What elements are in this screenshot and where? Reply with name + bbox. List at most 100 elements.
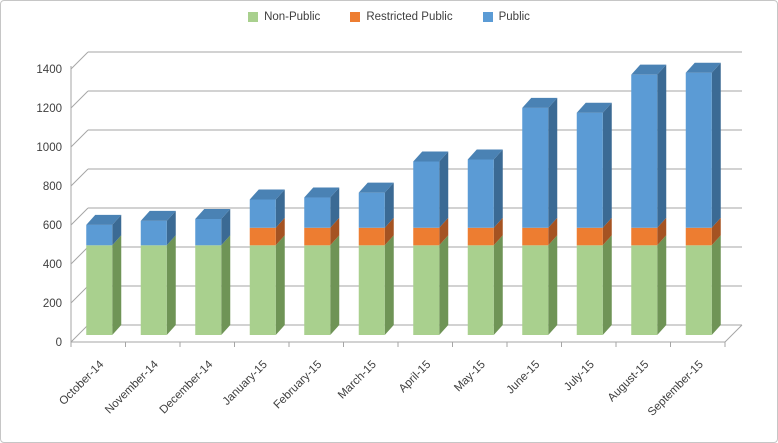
bar-segment-side: [548, 97, 558, 228]
bar-segment-side: [221, 235, 231, 335]
y-axis-tick-label: 600: [43, 220, 62, 232]
legend-swatch-icon: [248, 12, 259, 22]
bar-segment-side: [602, 217, 612, 246]
bar-segment-side: [439, 235, 449, 335]
bar-segment-side: [711, 235, 721, 335]
legend-item-0: Non-Public: [248, 11, 320, 23]
x-axis-category-label: August-15: [606, 359, 652, 405]
bar-segment-side: [493, 217, 503, 246]
bar-segment: [86, 245, 113, 335]
gridline-connector: [70, 51, 89, 70]
gridline-connector: [70, 168, 89, 187]
bar-segment: [358, 192, 385, 228]
bar-segment-side: [275, 217, 285, 246]
bar-top-face: [467, 149, 503, 160]
x-axis-category-label: June-15: [504, 359, 542, 397]
x-axis-category-label: September-15: [646, 359, 706, 419]
legend-swatch-icon: [350, 12, 361, 22]
bar-segment-side: [657, 64, 667, 228]
bar-segment-side: [439, 217, 449, 246]
bar-segment: [304, 227, 331, 246]
x-axis-category-label: December-14: [158, 358, 216, 416]
bar-top-face: [576, 102, 612, 113]
bar-segment: [140, 220, 167, 246]
gridline-connector: [70, 285, 89, 304]
bar-segment-side: [275, 189, 285, 228]
bar-segment-side: [602, 102, 612, 228]
y-axis-tick-label: 800: [43, 181, 62, 193]
bar-segment: [413, 245, 440, 335]
bar-segment: [522, 227, 549, 246]
bar-segment: [576, 245, 603, 335]
bar-segment-side: [548, 217, 558, 246]
bar-top-face: [631, 64, 667, 75]
bar-segment: [576, 112, 603, 228]
bar-segment: [413, 161, 440, 228]
gridline-connector: [70, 246, 89, 265]
bar-top-face: [358, 182, 394, 193]
bar-segment-side: [384, 182, 394, 228]
bar-segment: [304, 245, 331, 335]
bar-segment: [195, 245, 222, 335]
bar-segment: [631, 227, 658, 246]
legend-label: Non-Public: [264, 11, 321, 23]
bar-segment: [685, 245, 712, 335]
x-axis-category-label: April-15: [397, 359, 434, 396]
legend-item-1: Restricted Public: [350, 11, 453, 23]
bar-segment-side: [112, 214, 122, 246]
bar-segment: [685, 227, 712, 246]
chart-legend: Non-Public Restricted Public Public: [1, 11, 777, 23]
x-axis-category-label: July-15: [562, 359, 597, 394]
bar-segment: [358, 227, 385, 246]
bar-segment: [467, 245, 494, 335]
legend-label: Restricted Public: [366, 11, 453, 23]
bar-segment-side: [330, 217, 340, 246]
bar-top-face: [685, 62, 721, 73]
bar-segment-side: [275, 235, 285, 335]
bar-top-face: [195, 208, 231, 219]
bar-segment-side: [548, 235, 558, 335]
gridline-connector: [70, 324, 89, 343]
bar-top-face: [522, 97, 558, 108]
bar-segment: [467, 159, 494, 228]
y-axis-tick-label: 1400: [36, 64, 62, 76]
bar-segment-side: [384, 217, 394, 246]
legend-label: Public: [498, 11, 530, 23]
y-axis-tick-label: 400: [43, 259, 62, 271]
bar-segment: [522, 107, 549, 228]
legend-item-2: Public: [482, 11, 530, 23]
bar-segment: [576, 227, 603, 246]
x-axis-category-label: May-15: [452, 359, 488, 395]
bar-top-face: [86, 214, 122, 225]
gridline-connector: [70, 90, 89, 109]
bar-top-face: [249, 189, 285, 200]
bar-segment: [195, 218, 222, 246]
bar-segment: [413, 227, 440, 246]
x-axis-category-label: October-14: [57, 358, 107, 408]
bar-segment: [249, 199, 276, 228]
bar-top-face: [413, 151, 449, 162]
bar-segment: [358, 245, 385, 335]
y-axis-tick-label: 200: [43, 298, 62, 310]
bar-segment: [140, 245, 167, 335]
bar-segment-side: [602, 235, 612, 335]
floor-right-edge: [724, 324, 743, 343]
bar-segment-side: [657, 217, 667, 246]
bar-segment-side: [493, 149, 503, 228]
x-axis-category-label: January-15: [221, 359, 270, 408]
bar-segment-side: [493, 235, 503, 335]
x-axis-category-label: March-15: [336, 359, 379, 402]
legend-swatch-icon: [482, 12, 493, 22]
x-axis-category-label: November-14: [103, 358, 161, 416]
bar-segment: [631, 74, 658, 228]
bar-segment-side: [711, 217, 721, 246]
y-axis-tick-label: 0: [56, 337, 62, 349]
bar-segment-side: [221, 208, 231, 246]
bar-segment: [522, 245, 549, 335]
bar-segment-side: [439, 151, 449, 228]
bar-segment-side: [330, 187, 340, 228]
bar-segment: [249, 227, 276, 246]
bar-top-face: [304, 187, 340, 198]
